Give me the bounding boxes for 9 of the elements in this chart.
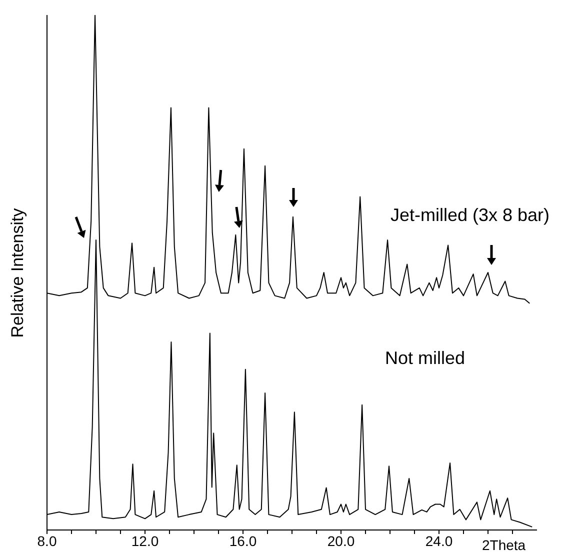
x-tick-label: 16.0 (229, 532, 257, 549)
x-tick-label: 12.0 (131, 532, 159, 549)
y-axis-title: Relative Intensity (8, 208, 28, 338)
series-label: Jet-milled (3x 8 bar) (390, 205, 550, 226)
x-tick-label: 8.0 (37, 532, 57, 549)
x-tick-label: 24.0 (425, 532, 453, 549)
x-axis-title: 2Theta (482, 537, 526, 553)
x-tick-label: 20.0 (327, 532, 355, 549)
text: Not milled (384, 348, 466, 369)
